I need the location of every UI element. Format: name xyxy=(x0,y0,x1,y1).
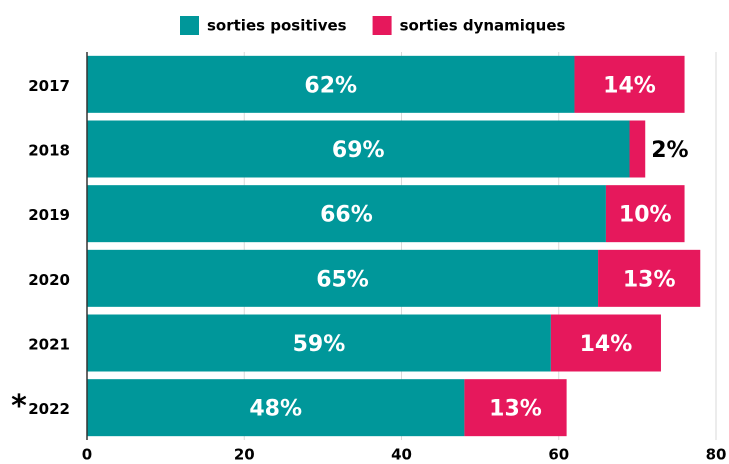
value-label: 13% xyxy=(489,397,542,422)
legend-swatch xyxy=(180,16,199,35)
value-label: 48% xyxy=(249,397,302,422)
value-label: 2% xyxy=(651,138,688,163)
x-tick-label: 20 xyxy=(234,446,255,464)
value-label: 65% xyxy=(316,267,369,292)
bar-segment xyxy=(87,120,630,178)
bar-segment xyxy=(87,185,606,243)
legend-swatch xyxy=(372,16,392,35)
x-tick-label: 0 xyxy=(82,446,92,464)
y-tick-label: 2022 xyxy=(28,400,70,418)
y-tick-label: 2018 xyxy=(28,142,70,160)
bar-segment xyxy=(605,185,685,243)
bar-segment xyxy=(550,314,661,372)
x-tick-label: 60 xyxy=(548,446,569,464)
value-label: 59% xyxy=(293,332,346,357)
y-tick-label: 2020 xyxy=(28,271,70,289)
bar-segment xyxy=(87,249,599,307)
value-label: 66% xyxy=(320,203,373,228)
value-label: 69% xyxy=(332,138,385,163)
value-label: 13% xyxy=(623,267,676,292)
bar-segment xyxy=(574,55,685,113)
bar-segment xyxy=(598,249,701,307)
bar-segment xyxy=(87,55,575,113)
value-label: 62% xyxy=(304,73,357,98)
x-tick-label: 40 xyxy=(391,446,412,464)
y-tick-label: 2017 xyxy=(28,77,70,95)
value-label: 10% xyxy=(619,203,672,228)
annotation: * xyxy=(11,389,27,424)
bar-segment xyxy=(87,314,551,372)
bar-segment xyxy=(629,120,646,178)
value-label: 14% xyxy=(580,332,633,357)
y-tick-label: 2021 xyxy=(28,336,70,354)
legend-label: sorties dynamiques xyxy=(400,17,566,35)
value-label: 14% xyxy=(603,73,656,98)
legend-label: sorties positives xyxy=(207,17,347,35)
bar-segment xyxy=(87,379,465,437)
y-tick-label: 2019 xyxy=(28,206,70,224)
x-tick-label: 80 xyxy=(706,446,727,464)
bar-segment xyxy=(464,379,567,437)
